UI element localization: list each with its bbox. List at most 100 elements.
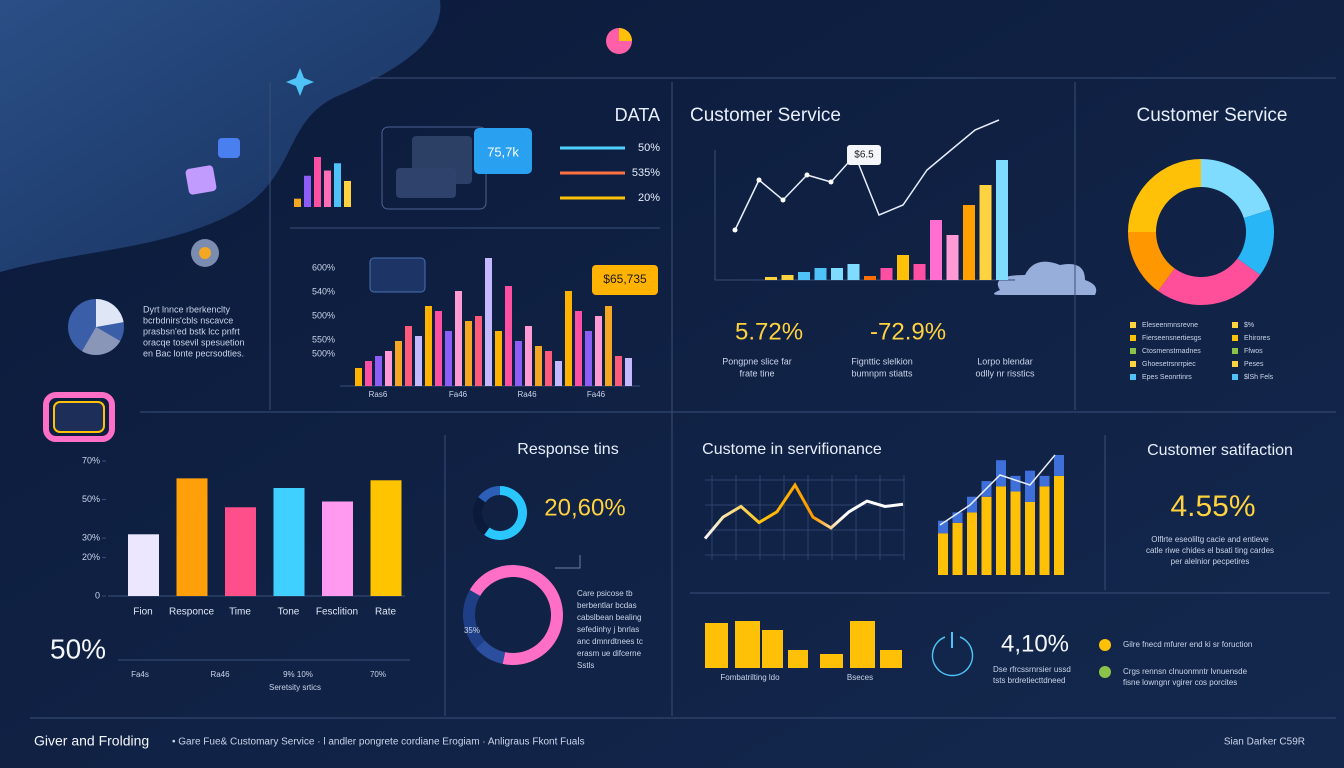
panel-title: Customer Service <box>690 105 841 126</box>
legend-label: Ehirores <box>1244 335 1271 342</box>
legend-swatch <box>1232 322 1238 328</box>
text-line: Dse rfrcssrnrsier ussd <box>993 665 1071 674</box>
legend-swatch <box>1232 348 1238 354</box>
bar <box>979 185 992 280</box>
bar <box>176 478 208 596</box>
x-label: Fa46 <box>449 390 468 399</box>
bubble-text: $6.5 <box>854 150 874 161</box>
legend-label: 20% <box>638 192 660 204</box>
decor-icon <box>218 138 240 158</box>
panel-title: Customer satifaction <box>1147 442 1293 459</box>
bar <box>880 650 902 668</box>
text-line: cabslbean bealing <box>577 613 642 622</box>
axis-caption: Seretsity srtics <box>269 683 321 692</box>
text-line: Olflrte eseoliltg cacie and entieve <box>1151 535 1269 544</box>
bar <box>880 268 893 280</box>
bar-segment <box>996 460 1006 487</box>
ring-segment <box>463 590 485 649</box>
bar-segment <box>967 512 977 575</box>
bar <box>395 341 402 386</box>
trend-arrow <box>939 454 1056 526</box>
stat-value: 20,60% <box>544 494 625 521</box>
decor-orb <box>619 28 632 41</box>
bar <box>334 163 341 207</box>
bubble-text: $65,735 <box>603 272 647 286</box>
bar <box>273 488 305 596</box>
x-label: 9% 10% <box>283 670 313 679</box>
x-tick-label: Fion <box>133 607 152 618</box>
point <box>804 172 810 178</box>
bar <box>545 351 552 386</box>
x-label: Bseces <box>847 673 873 682</box>
text-line: Dyrt lnnce rberkenclty <box>143 304 231 314</box>
x-label: 70% <box>370 670 386 679</box>
legend-label: Ghoesetrsnrrpiec <box>1142 361 1196 368</box>
text-line: anc dmnrdtnees tc <box>577 637 643 646</box>
bar <box>946 235 959 280</box>
text-line: Care psicose tb <box>577 589 633 598</box>
bubble <box>847 145 881 165</box>
x-label: Fa4s <box>131 670 149 679</box>
bar <box>605 306 612 386</box>
legend-swatch <box>1232 374 1238 380</box>
y-tick-label: 70% <box>82 455 100 465</box>
legend-label: Ffwos <box>1244 348 1263 355</box>
bar <box>485 258 492 386</box>
bar <box>788 650 808 668</box>
bar-segment <box>1010 491 1021 575</box>
ring-segment <box>478 486 500 503</box>
bar <box>385 351 392 386</box>
bar <box>762 630 783 668</box>
x-label: Fombatrilting ldo <box>720 673 780 682</box>
decor-icon <box>53 401 105 433</box>
trend-line <box>734 119 1000 231</box>
bar <box>615 356 622 386</box>
text-line: catle riwe chides el bsati ting cardes <box>1146 546 1274 555</box>
text-line: fisne lowngnr vgirer cos porcites <box>1123 678 1237 687</box>
ring-segment <box>1128 159 1201 232</box>
x-label: Ra46 <box>210 670 230 679</box>
big-stat: 50% <box>50 633 106 664</box>
legend-swatch <box>1130 335 1136 341</box>
point <box>756 177 762 183</box>
bar-segment <box>967 496 977 513</box>
bar <box>595 316 602 386</box>
bar <box>435 311 442 386</box>
bar-segment <box>952 522 963 575</box>
bar-segment <box>1039 486 1050 575</box>
bar <box>535 346 542 386</box>
bar <box>355 368 362 386</box>
text-line: oracqe tosevil spesuetion <box>143 337 245 347</box>
decor-card <box>369 257 426 293</box>
bar <box>575 311 582 386</box>
legend-swatch <box>1232 361 1238 367</box>
text-line: erasm ue difcerne <box>577 649 642 658</box>
x-label: Fa46 <box>587 390 606 399</box>
bar <box>820 654 843 668</box>
decor-card <box>396 168 456 198</box>
y-label: 500% <box>312 310 335 320</box>
bar-segment <box>1039 475 1050 487</box>
bar <box>850 621 875 668</box>
legend-swatch <box>1130 374 1136 380</box>
bar <box>625 358 632 386</box>
legend-label: Peses <box>1244 361 1264 368</box>
bar <box>847 264 860 280</box>
legend-dot <box>1099 639 1111 651</box>
x-label: Ras6 <box>369 390 388 399</box>
bar <box>505 286 512 386</box>
x-tick-label: Time <box>229 607 251 618</box>
y-label: 540% <box>312 286 335 296</box>
point <box>828 179 834 185</box>
text-line: sefedinhy j bnrlas <box>577 625 639 634</box>
footer-title: Giver and Frolding <box>34 733 149 749</box>
bar-segment <box>996 486 1006 575</box>
bar-segment <box>938 533 948 575</box>
bar <box>324 170 331 207</box>
bar <box>128 534 159 596</box>
y-label: 550% <box>312 334 335 344</box>
ring-segment <box>484 486 527 540</box>
text-line: per alelnior pecpetires <box>1171 557 1250 566</box>
